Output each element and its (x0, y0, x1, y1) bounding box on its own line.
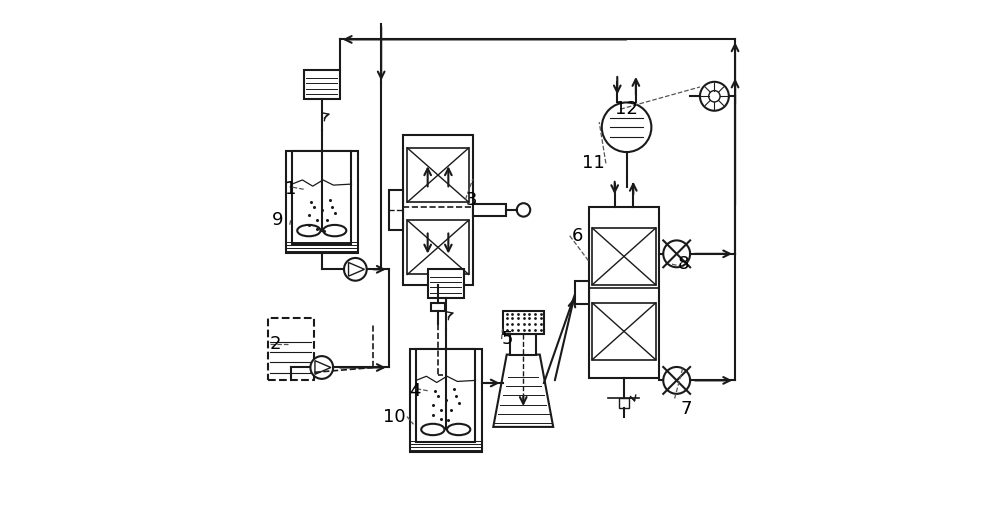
Bar (575, 281, 589, 304)
Text: 1: 1 (285, 180, 296, 198)
Ellipse shape (323, 225, 346, 236)
Text: 7: 7 (680, 400, 692, 418)
Bar (389, 190, 403, 229)
Bar (431, 303, 445, 311)
Text: 2: 2 (270, 335, 281, 353)
Circle shape (709, 91, 720, 102)
Bar (473, 204, 506, 216)
Text: 11: 11 (582, 154, 604, 172)
Polygon shape (315, 361, 331, 375)
Circle shape (663, 240, 690, 267)
Circle shape (310, 356, 333, 379)
Circle shape (602, 103, 651, 152)
Text: 10: 10 (383, 408, 405, 426)
Bar (592, 303, 656, 359)
Bar (510, 334, 536, 355)
Ellipse shape (421, 424, 444, 435)
Bar (292, 151, 351, 243)
Text: 3: 3 (466, 191, 477, 209)
Text: 9: 9 (272, 211, 284, 229)
Bar (619, 398, 629, 408)
Text: 8: 8 (678, 255, 689, 273)
Circle shape (344, 258, 367, 281)
Text: 5: 5 (502, 330, 513, 348)
Bar (304, 70, 340, 99)
Bar (592, 228, 656, 285)
Circle shape (517, 203, 530, 217)
Ellipse shape (297, 225, 320, 236)
Circle shape (700, 82, 729, 111)
Ellipse shape (447, 424, 470, 435)
Bar (428, 269, 464, 298)
Bar (410, 350, 482, 452)
Polygon shape (493, 355, 553, 427)
Circle shape (663, 367, 690, 394)
Bar (407, 148, 469, 202)
Text: 4: 4 (409, 382, 421, 400)
Bar (407, 220, 469, 275)
Text: 6: 6 (572, 227, 583, 244)
Bar (503, 311, 544, 334)
Polygon shape (349, 263, 364, 276)
Bar (286, 151, 358, 253)
Bar (416, 350, 475, 442)
Text: 12: 12 (615, 100, 638, 118)
Bar (268, 319, 314, 380)
Bar (403, 135, 473, 285)
Bar (589, 207, 659, 378)
